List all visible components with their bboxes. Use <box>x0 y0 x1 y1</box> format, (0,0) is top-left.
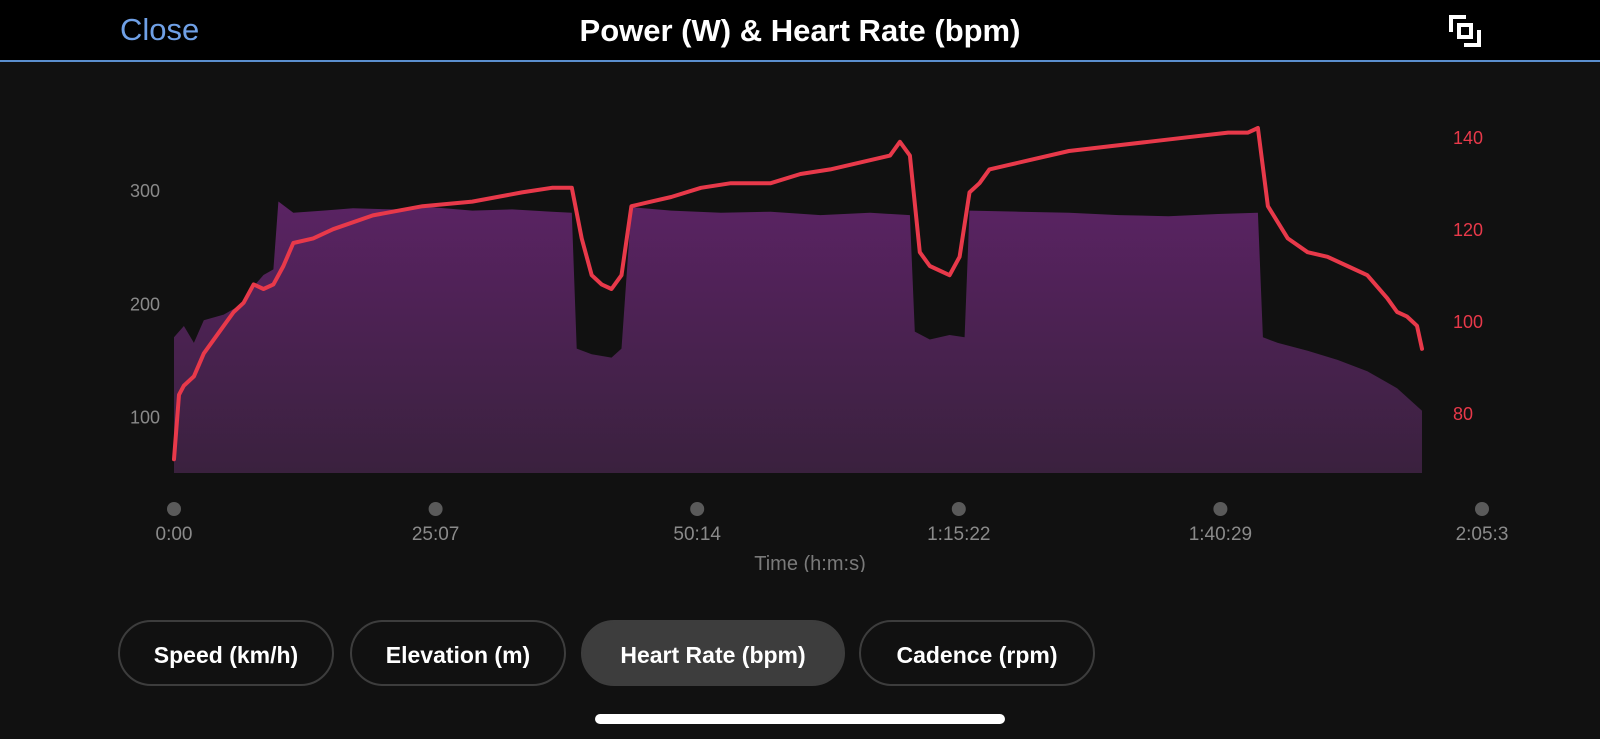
left-tick-label: 100 <box>130 407 160 427</box>
left-axis-ticks: 100 200 300 <box>130 181 160 427</box>
expand-icon[interactable] <box>1448 14 1482 48</box>
x-tick-dot[interactable] <box>1475 502 1489 516</box>
x-tick-label: 1:15:22 <box>927 524 990 545</box>
x-tick-label: 50:14 <box>673 524 721 545</box>
heart-rate-series-line <box>172 126 1424 462</box>
heart-rate-line-layer <box>172 126 1424 462</box>
left-tick-label: 300 <box>130 181 160 201</box>
x-tick-dot[interactable] <box>951 502 966 516</box>
tab-elevation[interactable]: Elevation (m) <box>350 620 566 686</box>
x-tick-label: 1:40:29 <box>1189 524 1252 545</box>
left-tick-label: 200 <box>130 294 160 314</box>
tab-speed[interactable]: Speed (km/h) <box>118 620 334 686</box>
x-tick-dot[interactable] <box>690 502 705 516</box>
x-tick-dot[interactable] <box>428 502 443 516</box>
x-axis-ticks: 0:00 25:07 50:14 1:15:22 1:40:29 2:05:3 <box>156 502 1509 545</box>
power-heart-rate-chart[interactable]: 100 200 300 80 100 120 140 0:00 25:07 50:14 1:15… <box>0 62 1600 572</box>
x-axis-label: Time (h:m:s) <box>754 553 865 572</box>
tab-heart-rate[interactable]: Heart Rate (bpm) <box>581 620 845 686</box>
close-button[interactable]: Close <box>120 12 200 47</box>
x-tick-dot[interactable] <box>167 502 181 516</box>
right-tick-label: 120 <box>1453 220 1483 240</box>
x-tick-dot[interactable] <box>1213 502 1228 516</box>
home-indicator[interactable] <box>595 714 1005 724</box>
right-axis-ticks: 80 100 120 140 <box>1453 128 1483 424</box>
right-tick-label: 140 <box>1453 128 1483 148</box>
x-tick-label: 2:05:3 <box>1456 524 1509 545</box>
x-tick-label: 25:07 <box>412 524 460 545</box>
top-bar: Close Power (W) & Heart Rate (bpm) <box>0 0 1600 62</box>
power-area-layer <box>174 201 1422 473</box>
chart-title: Power (W) & Heart Rate (bpm) <box>579 13 1021 48</box>
right-tick-label: 100 <box>1453 312 1483 332</box>
tab-cadence[interactable]: Cadence (rpm) <box>859 620 1095 686</box>
right-tick-label: 80 <box>1453 404 1473 424</box>
x-tick-label: 0:00 <box>156 524 193 545</box>
power-series-area <box>174 201 1422 473</box>
